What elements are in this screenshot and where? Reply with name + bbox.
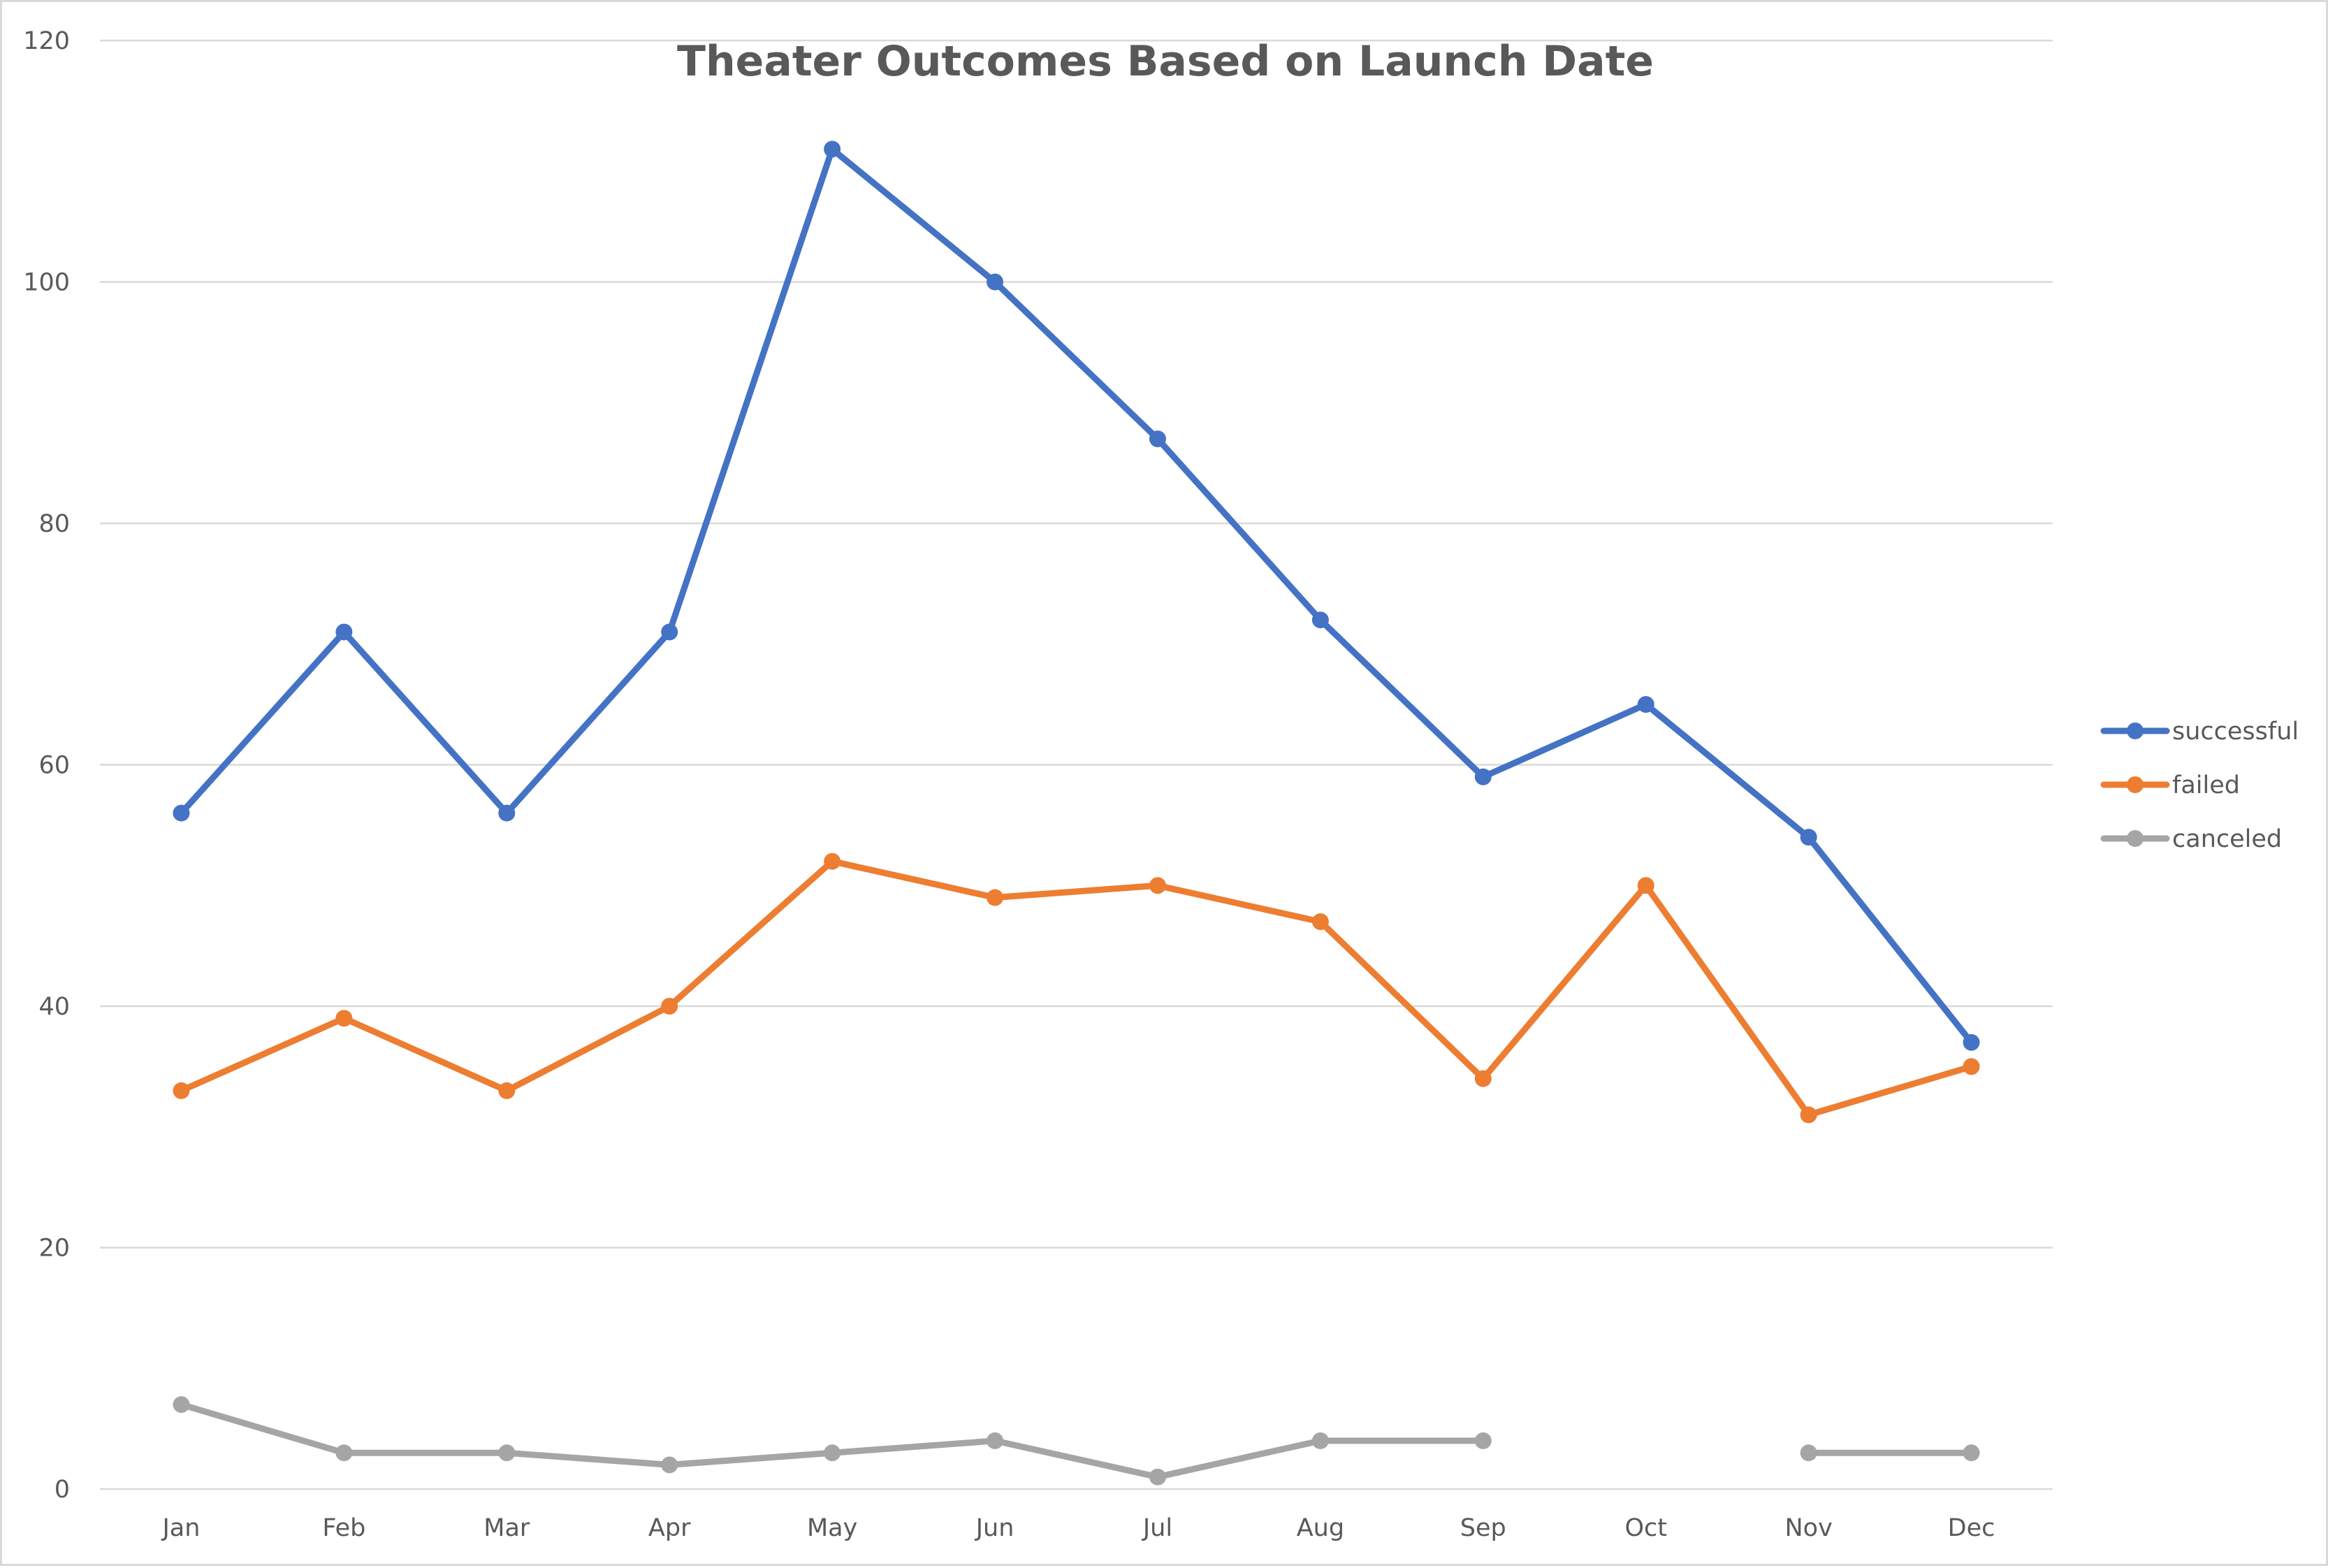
data-point-canceled-dec (1963, 1444, 1980, 1462)
x-tick-label: May (807, 1514, 857, 1542)
legend-entry-failed: failed (2100, 771, 2240, 799)
legend-entry-canceled: canceled (2100, 825, 2282, 853)
data-point-failed-dec (1963, 1058, 1980, 1075)
data-point-canceled-jun (987, 1432, 1004, 1449)
data-point-successful-apr (661, 623, 678, 641)
data-point-failed-aug (1311, 913, 1329, 931)
data-point-canceled-aug (1311, 1432, 1329, 1449)
y-axis-tick-labels: 0 20 40 60 80 100 120 (23, 27, 70, 1504)
data-point-failed-apr (661, 998, 678, 1015)
gridlines (100, 39, 2053, 1490)
x-tick-label: Oct (1624, 1514, 1667, 1542)
data-point-failed-jun (987, 889, 1004, 906)
data-point-successful-aug (1311, 611, 1329, 629)
data-point-successful-may (824, 140, 841, 158)
data-point-failed-oct (1637, 877, 1654, 894)
y-tick-label: 0 (54, 1476, 70, 1504)
data-point-failed-jan (173, 1082, 190, 1099)
x-tick-label: Feb (322, 1514, 365, 1542)
data-point-successful-jul (1149, 430, 1166, 448)
x-axis-tick-labels: Jan Feb Mar Apr May Jun Jul Aug Sep Oct Nov Dec (161, 1514, 1995, 1542)
x-tick-label: Aug (1297, 1514, 1344, 1542)
data-point-successful-dec (1963, 1033, 1980, 1051)
data-point-successful-feb (335, 623, 353, 641)
y-tick-label: 60 (38, 752, 70, 780)
legend-swatch-marker (2127, 723, 2144, 739)
legend-swatch-marker (2127, 776, 2144, 793)
y-tick-label: 80 (38, 510, 70, 538)
chart-title: Theater Outcomes Based on Launch Date (677, 37, 1654, 86)
series-line-failed (178, 858, 1974, 1118)
x-tick-label: Sep (1460, 1514, 1506, 1542)
data-point-successful-nov (1800, 829, 1817, 846)
legend-label: failed (2172, 771, 2240, 799)
data-point-canceled-sep (1474, 1432, 1492, 1449)
x-tick-label: Jul (1142, 1514, 1172, 1542)
data-point-canceled-mar (498, 1444, 516, 1462)
x-tick-label: Mar (483, 1514, 530, 1542)
data-point-successful-oct (1637, 696, 1654, 713)
data-point-successful-jun (987, 273, 1004, 291)
series-layer (173, 140, 1980, 1486)
y-tick-label: 100 (23, 269, 70, 297)
legend-swatch-marker (2127, 830, 2144, 847)
data-point-failed-jul (1149, 877, 1166, 894)
x-tick-label: Dec (1948, 1514, 1995, 1542)
y-tick-label: 40 (38, 993, 70, 1021)
data-point-failed-mar (498, 1082, 516, 1099)
y-tick-label: 20 (38, 1235, 70, 1263)
data-point-failed-sep (1474, 1070, 1492, 1087)
data-point-canceled-jul (1149, 1468, 1166, 1486)
data-point-successful-sep (1474, 768, 1492, 785)
data-point-successful-jan (173, 804, 190, 822)
series-line-canceled (178, 1401, 1974, 1481)
data-point-canceled-may (824, 1444, 841, 1462)
series-canceled (173, 1396, 1980, 1486)
series-line-successful (178, 146, 1974, 1046)
data-point-successful-mar (498, 804, 516, 822)
x-tick-label: Nov (1784, 1514, 1832, 1542)
series-successful (173, 140, 1980, 1051)
data-point-failed-nov (1800, 1106, 1817, 1124)
y-tick-label: 120 (23, 27, 70, 55)
data-point-canceled-apr (661, 1456, 678, 1474)
legend-label: canceled (2172, 825, 2282, 853)
data-point-canceled-jan (173, 1396, 190, 1414)
legend: successful failed canceled (2100, 718, 2299, 853)
x-tick-label: Jun (975, 1514, 1014, 1542)
data-point-failed-feb (335, 1010, 353, 1027)
legend-entry-successful: successful (2100, 718, 2299, 746)
data-point-failed-may (824, 852, 841, 870)
data-point-canceled-nov (1800, 1444, 1817, 1462)
series-failed (173, 852, 1980, 1124)
x-tick-label: Jan (161, 1514, 200, 1542)
data-point-canceled-feb (335, 1444, 353, 1462)
x-tick-label: Apr (648, 1514, 691, 1542)
legend-label: successful (2172, 718, 2299, 746)
